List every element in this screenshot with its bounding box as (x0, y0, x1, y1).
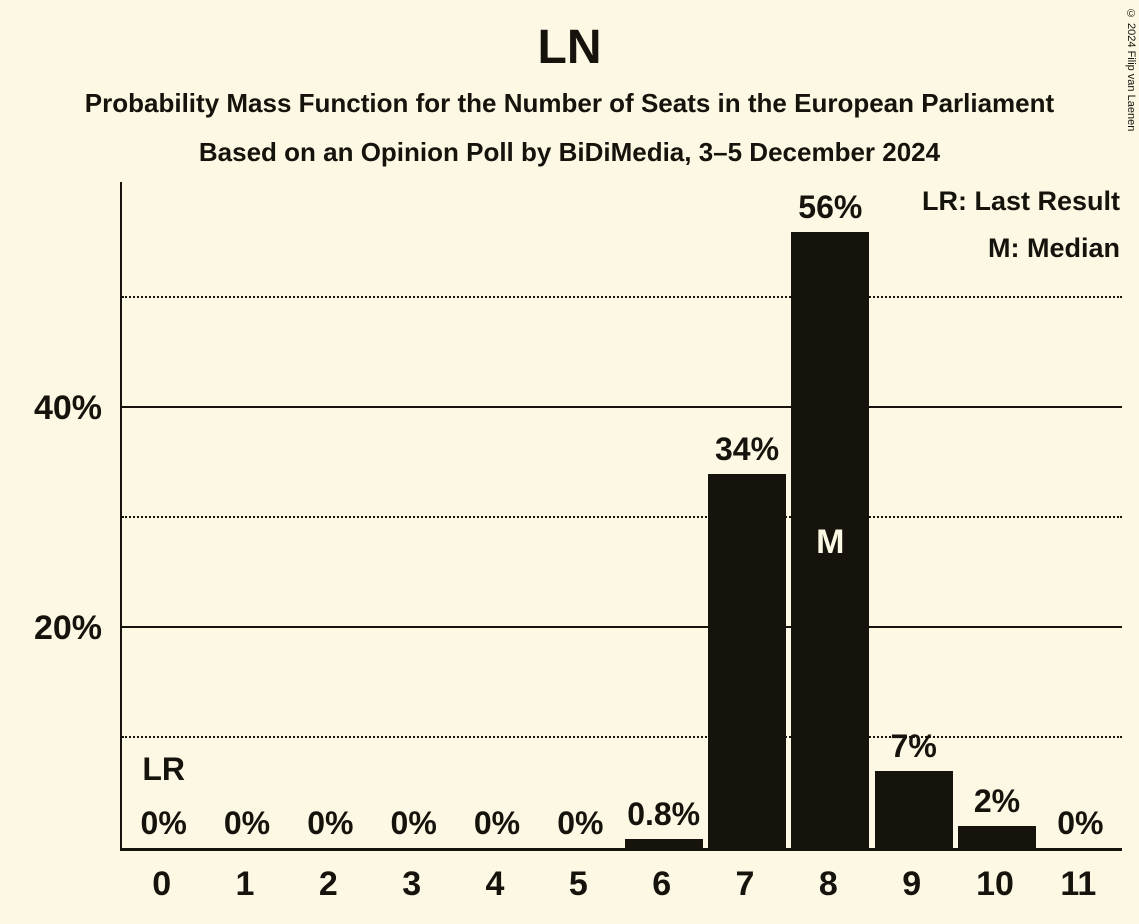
x-tick-label-11: 11 (1060, 865, 1097, 903)
x-tick-label-6: 6 (652, 865, 672, 903)
x-tick-label-9: 9 (902, 865, 922, 903)
bar-value-label-0: 0% (140, 805, 187, 841)
bar-value-label-10: 2% (973, 783, 1021, 819)
x-tick-label-5: 5 (568, 865, 588, 903)
y-axis: 20% 40% (0, 182, 102, 848)
x-axis: 0 1 2 3 4 5 6 7 8 9 10 11 (120, 864, 1120, 914)
x-tick-label-0: 0 (152, 865, 172, 903)
legend-median: M: Median (988, 233, 1120, 263)
bar-seats-9 (874, 771, 953, 848)
bar-value-label-8: 56% (798, 189, 863, 225)
chart-title: LN (537, 21, 602, 74)
bar-value-label-5: 0% (557, 805, 604, 841)
bar-value-label-6: 0.8% (627, 796, 701, 833)
legend: LR: Last Result M: Median (922, 178, 1120, 272)
bar-seats-10 (958, 826, 1036, 848)
chart-subtitle: Probability Mass Function for the Number… (84, 88, 1055, 118)
plot-area: 0% 0% 0% 0% 0% 0% 0.8% 34% 56% 7% 2% 0% M LR (120, 182, 1122, 851)
y-tick-label-20pct: 20% (33, 609, 102, 647)
x-tick-label-4: 4 (485, 865, 505, 903)
last-result-marker: LR (142, 751, 185, 787)
copyright-notice: © 2024 Filip van Laenen (1125, 8, 1137, 132)
x-tick-label-8: 8 (818, 865, 838, 903)
x-tick-label-3: 3 (402, 865, 422, 903)
bar-value-label-7: 34% (714, 431, 780, 467)
bar-seats-6 (624, 839, 703, 848)
chart-source-line: Based on an Opinion Poll by BiDiMedia, 3… (198, 137, 941, 167)
bar-value-label-1: 0% (223, 805, 271, 841)
gridline-dotted-50pct (122, 296, 1122, 298)
x-tick-label-7: 7 (735, 865, 755, 903)
bar-seats-8 (791, 232, 870, 848)
gridline-solid-20pct (122, 626, 1122, 628)
bar-seats-7 (708, 474, 786, 848)
x-tick-label-1: 1 (235, 865, 255, 903)
x-tick-label-10: 10 (976, 865, 1014, 903)
y-tick-label-40pct: 40% (33, 389, 102, 427)
legend-last-result: LR: Last Result (921, 186, 1120, 216)
gridline-dotted-10pct (122, 736, 1122, 738)
bar-value-label-9: 7% (890, 728, 937, 764)
bar-value-label-4: 0% (473, 805, 521, 841)
gridline-dotted-30pct (122, 516, 1122, 518)
gridline-solid-40pct (122, 406, 1122, 408)
x-tick-label-2: 2 (318, 865, 338, 903)
bar-value-label-2: 0% (307, 805, 354, 841)
median-marker: M (816, 523, 845, 561)
bar-value-label-3: 0% (390, 805, 437, 841)
bar-value-label-11: 0% (1057, 805, 1104, 841)
